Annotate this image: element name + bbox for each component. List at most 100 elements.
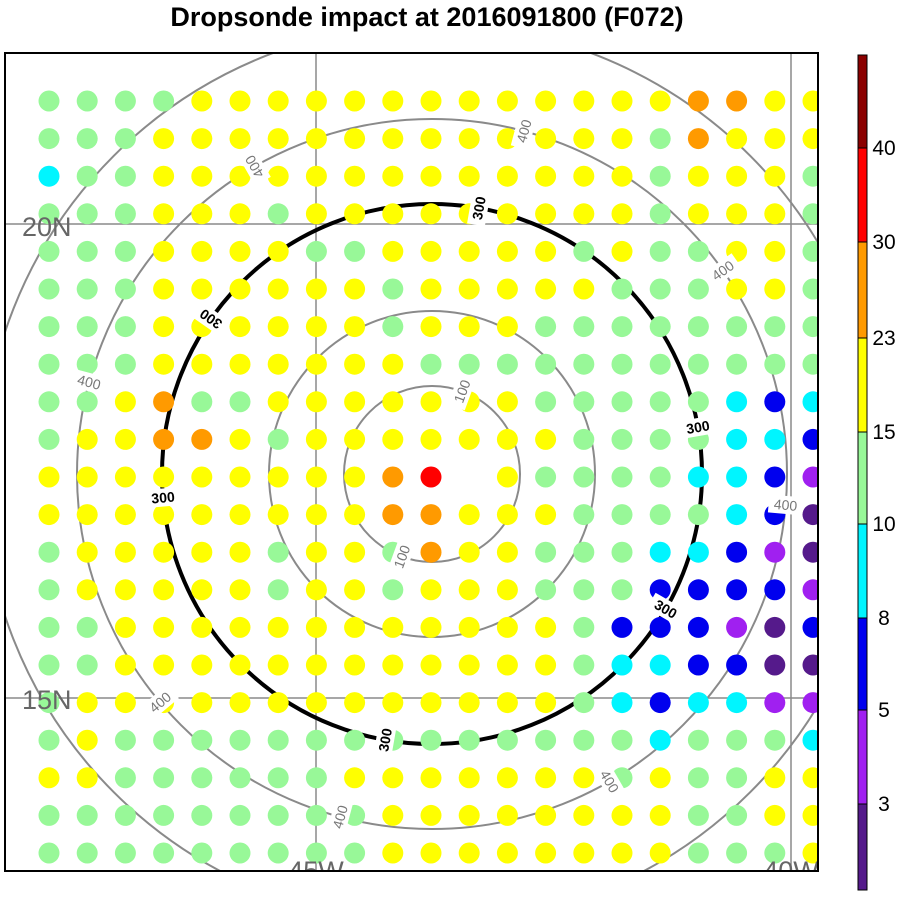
dropsonde-point xyxy=(305,579,327,601)
dropsonde-point xyxy=(38,90,60,112)
dropsonde-point xyxy=(305,165,327,187)
dropsonde-point xyxy=(573,616,595,638)
dropsonde-point xyxy=(76,391,98,413)
dropsonde-point xyxy=(764,165,786,187)
dropsonde-point xyxy=(802,654,818,676)
contour-label-bg xyxy=(447,372,477,411)
dropsonde-point xyxy=(496,504,518,526)
dropsonde-point xyxy=(649,842,671,864)
dropsonde-point xyxy=(267,579,289,601)
dropsonde-point xyxy=(764,203,786,225)
dropsonde-point xyxy=(764,654,786,676)
dropsonde-point xyxy=(344,616,366,638)
dropsonde-point xyxy=(573,654,595,676)
dropsonde-point xyxy=(726,767,748,789)
dropsonde-point xyxy=(76,804,98,826)
dropsonde-point xyxy=(114,428,136,450)
colorbar-label: 8 xyxy=(878,607,890,630)
dropsonde-point xyxy=(611,804,633,826)
dropsonde-point xyxy=(191,240,213,262)
dropsonde-point xyxy=(496,692,518,714)
plot-area: 1001003003003003003003004004004004004004… xyxy=(5,53,818,871)
dropsonde-point xyxy=(38,165,60,187)
dropsonde-point xyxy=(344,767,366,789)
dropsonde-point xyxy=(573,842,595,864)
contour-label-bg xyxy=(767,494,804,516)
dropsonde-point xyxy=(802,616,818,638)
dropsonde-point xyxy=(114,90,136,112)
contour-label: 300 xyxy=(679,415,717,439)
dropsonde-point xyxy=(573,203,595,225)
dropsonde-point xyxy=(687,579,709,601)
dropsonde-point xyxy=(535,316,557,338)
dropsonde-point xyxy=(229,466,251,488)
dropsonde-point xyxy=(649,316,671,338)
dropsonde-point xyxy=(191,203,213,225)
dropsonde-point xyxy=(76,90,98,112)
contour-label-text: 400 xyxy=(773,496,798,514)
dropsonde-point xyxy=(382,692,404,714)
dropsonde-point xyxy=(726,692,748,714)
dropsonde-point xyxy=(535,203,557,225)
dropsonde-point xyxy=(114,654,136,676)
dropsonde-point xyxy=(305,654,327,676)
dropsonde-point xyxy=(649,391,671,413)
dropsonde-point xyxy=(687,278,709,300)
dropsonde-point xyxy=(802,240,818,262)
dropsonde-point xyxy=(687,804,709,826)
dropsonde-point xyxy=(191,692,213,714)
dropsonde-point xyxy=(114,128,136,150)
dropsonde-point xyxy=(267,616,289,638)
dropsonde-point xyxy=(76,504,98,526)
dropsonde-point xyxy=(229,692,251,714)
dropsonde-point xyxy=(229,804,251,826)
dropsonde-point xyxy=(458,165,480,187)
dropsonde-point xyxy=(687,541,709,563)
dropsonde-point xyxy=(382,240,404,262)
dropsonde-point xyxy=(153,842,175,864)
dropsonde-point xyxy=(191,541,213,563)
dropsonde-point xyxy=(649,353,671,375)
dropsonde-point xyxy=(535,391,557,413)
dropsonde-point xyxy=(420,804,442,826)
dropsonde-point xyxy=(764,804,786,826)
dropsonde-point xyxy=(229,767,251,789)
dropsonde-point xyxy=(764,842,786,864)
dropsonde-point xyxy=(535,353,557,375)
dropsonde-point xyxy=(726,616,748,638)
dropsonde-point xyxy=(649,804,671,826)
dropsonde-point xyxy=(229,541,251,563)
dropsonde-point xyxy=(573,428,595,450)
colorbar-label: 40 xyxy=(872,137,895,160)
contour-label-bg xyxy=(141,684,179,721)
dropsonde-point xyxy=(76,692,98,714)
dropsonde-point xyxy=(496,541,518,563)
dropsonde-point xyxy=(458,90,480,112)
dropsonde-point xyxy=(611,240,633,262)
dropsonde-point xyxy=(802,278,818,300)
contour-label-bg xyxy=(593,762,626,801)
dropsonde-point xyxy=(114,504,136,526)
dropsonde-point xyxy=(573,692,595,714)
dropsonde-point xyxy=(114,692,136,714)
dropsonde-point xyxy=(344,428,366,450)
dropsonde-point xyxy=(420,165,442,187)
dropsonde-point xyxy=(191,128,213,150)
dropsonde-points xyxy=(38,90,818,864)
dropsonde-point xyxy=(38,504,60,526)
dropsonde-point xyxy=(496,353,518,375)
dropsonde-point xyxy=(76,729,98,751)
dropsonde-point xyxy=(153,278,175,300)
dropsonde-point xyxy=(420,616,442,638)
dropsonde-point xyxy=(802,541,818,563)
dropsonde-point xyxy=(726,203,748,225)
dropsonde-point xyxy=(38,240,60,262)
dropsonde-point xyxy=(305,90,327,112)
dropsonde-point xyxy=(38,654,60,676)
colorbar-label: 30 xyxy=(872,231,895,254)
dropsonde-point xyxy=(573,767,595,789)
dropsonde-point xyxy=(458,353,480,375)
dropsonde-point xyxy=(573,353,595,375)
dropsonde-point xyxy=(764,466,786,488)
